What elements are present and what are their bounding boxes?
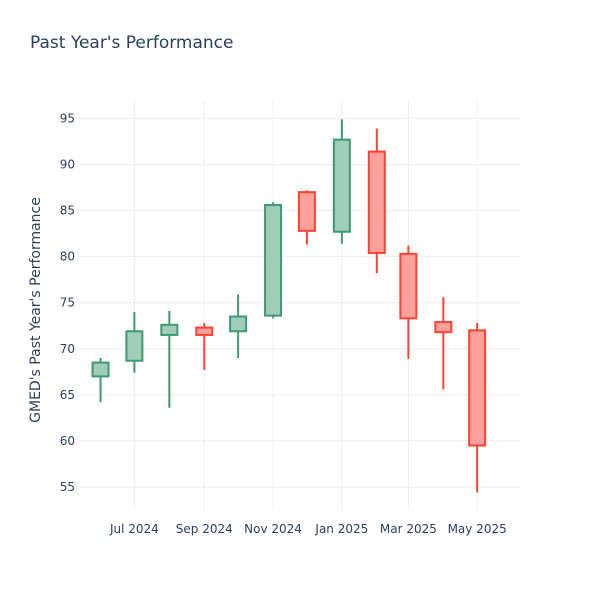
candle-body [399,252,418,320]
y-axis-label: GMED's Past Year's Performance [28,197,44,423]
y-tick-label: 70 [60,342,75,356]
grid-layer [78,100,520,510]
y-tick-label: 95 [60,111,75,125]
candle-decreasing [468,322,487,493]
candle-body [195,326,214,336]
x-tick-label: Mar 2025 [380,522,437,536]
x-tick-label: Nov 2024 [244,522,302,536]
candle-increasing [91,357,110,403]
y-tick-label: 80 [60,250,75,264]
candle-body [125,330,144,362]
candle-body [332,138,351,233]
candle-increasing [332,119,351,244]
candle-decreasing [195,322,214,370]
candle-layer [91,119,487,493]
candle-body [229,315,248,333]
y-tick-label: 60 [60,434,75,448]
candle-decreasing [297,190,316,245]
candle-body [91,361,110,378]
candle-body [468,329,487,447]
candle-body [160,323,179,336]
y-tick-label: 85 [60,204,75,218]
chart-title: Past Year's Performance [30,33,234,53]
x-tick-label: May 2025 [448,522,507,536]
candle-increasing [229,294,248,358]
candle-decreasing [399,245,418,359]
y-tick-label: 75 [60,296,75,310]
y-tick-label: 65 [60,388,75,402]
candle-body [264,204,283,317]
y-tick-label: 90 [60,157,75,171]
candle-increasing [264,202,283,319]
axis-layer: 55 60 65 70 75 80 85 90 95 Jul 2024 Sep 2024 Nov 20… [60,111,507,536]
candle-body [297,191,316,232]
candle-body [434,321,453,334]
candle-increasing [160,310,179,408]
x-tick-label: Jan 2025 [314,522,368,536]
x-tick-label: Jul 2024 [109,522,159,536]
candle-decreasing [367,128,386,274]
candle-increasing [125,311,144,373]
candle-decreasing [434,297,453,390]
candle-body [367,150,386,254]
y-tick-label: 55 [60,480,75,494]
x-tick-label: Sep 2024 [176,522,233,536]
